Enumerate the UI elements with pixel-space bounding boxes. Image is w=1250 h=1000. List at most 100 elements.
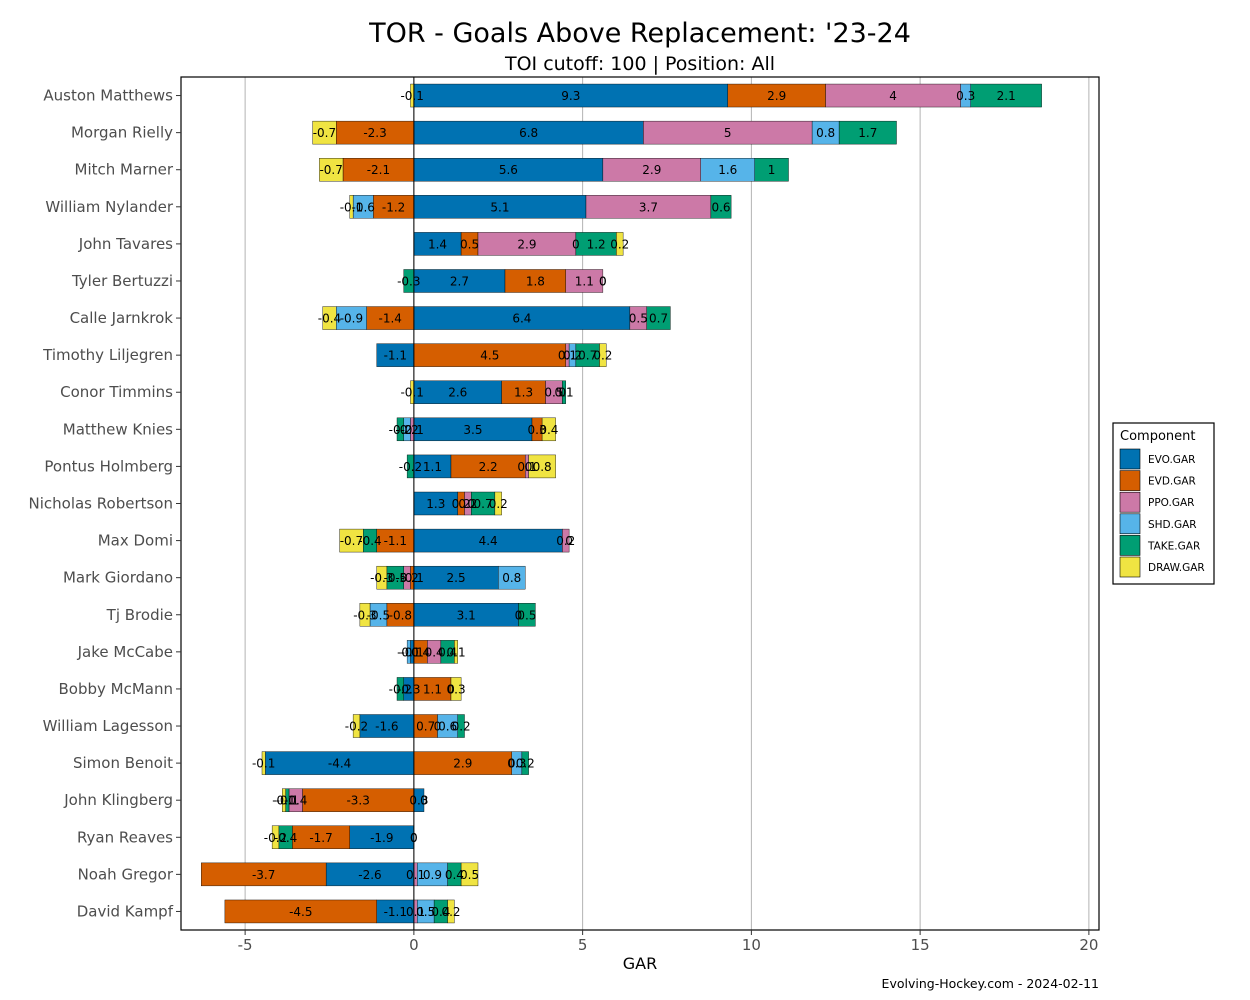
bar-segment xyxy=(352,714,361,738)
y-tick-label: Matthew Knies xyxy=(63,420,173,438)
bar-value-label: 0.1 xyxy=(555,386,574,400)
bar-segment xyxy=(201,862,327,887)
bar-segment xyxy=(457,714,465,738)
bar-value-label: 0 xyxy=(447,682,455,696)
bar-value-label: -0.1 xyxy=(400,423,423,437)
bar-value-label: -0.1 xyxy=(400,645,423,659)
y-tick-label: Conor Timmins xyxy=(60,383,173,401)
bar-segment xyxy=(312,120,337,145)
legend-swatch xyxy=(1119,513,1141,535)
bar-value-label: -0.3 xyxy=(397,274,420,288)
bar-segment xyxy=(518,603,536,627)
bar-value-label: 0 xyxy=(420,794,428,808)
bar-value-label: 0.5 xyxy=(460,237,479,251)
bar-value-label: -0.1 xyxy=(276,794,299,808)
bar-value-label: 1.7 xyxy=(858,126,877,140)
bar-segment xyxy=(454,640,458,664)
bar-value-label: -0.7 xyxy=(340,534,363,548)
bar-segment xyxy=(359,603,371,627)
bar-value-label: 5 xyxy=(724,126,732,140)
bar-value-label: 1 xyxy=(768,163,776,177)
bar-value-label: 5.6 xyxy=(499,163,518,177)
legend-swatch xyxy=(1119,535,1141,556)
bar-value-label: -0.7 xyxy=(319,163,342,177)
y-tick-label: Timothy Liljegren xyxy=(42,346,173,364)
x-axis-label: GAR xyxy=(623,954,657,973)
legend-label: PPO.GAR xyxy=(1148,497,1194,509)
bar-value-label: 0.2 xyxy=(610,237,629,251)
bar-value-label: -0.3 xyxy=(353,608,376,622)
bar-segment xyxy=(528,454,556,479)
x-tick-label: 20 xyxy=(1079,936,1098,954)
y-tick-label: Auston Matthews xyxy=(43,87,173,105)
bar-value-label: 3.7 xyxy=(639,200,658,214)
bar-value-label: 5.1 xyxy=(490,200,509,214)
bar-value-label: 2.9 xyxy=(453,757,472,771)
bar-segment xyxy=(562,380,566,404)
bar-segment xyxy=(494,491,502,516)
bar-value-label: -0.1 xyxy=(400,571,423,585)
bar-value-label: 1.1 xyxy=(575,274,594,288)
bar-segment xyxy=(646,306,671,330)
bar-value-label: 0.2 xyxy=(489,497,508,511)
bar-segment xyxy=(541,417,556,442)
bar-value-label: -1.1 xyxy=(384,534,407,548)
bar-value-label: 0 xyxy=(467,497,475,511)
bar-value-label: 2.9 xyxy=(642,163,661,177)
bar-value-label: 0.2 xyxy=(563,349,582,363)
bar-value-label: -4.5 xyxy=(289,905,312,919)
y-tick-label: Mark Giordano xyxy=(63,569,173,587)
bar-value-label: -0.4 xyxy=(284,794,307,808)
bar-segment xyxy=(970,83,1042,108)
legend-swatch xyxy=(1119,448,1141,470)
bar-value-label: 0.3 xyxy=(507,757,526,771)
bar-value-label: -0.2 xyxy=(399,460,422,474)
bar-segment xyxy=(271,825,280,849)
chart-caption: Evolving-Hockey.com - 2024-02-11 xyxy=(882,976,1099,991)
bar-segment xyxy=(349,195,354,219)
bar-value-label: 4 xyxy=(889,89,897,103)
bars xyxy=(201,83,1042,924)
bar-value-label: 0.1 xyxy=(558,349,577,363)
bar-labels: 9.3 2.9 4 0.3 2.1 -0.1 6.8 -2.3 5 0.8 1.7 -0.7 5.6 -2… xyxy=(252,89,1016,919)
bar-segment xyxy=(447,899,455,924)
bar-value-label: -1.1 xyxy=(384,349,407,363)
legend-label: TAKE.GAR xyxy=(1147,540,1200,552)
chart-title: TOR - Goals Above Replacement: '23-24 xyxy=(368,18,911,49)
bar-value-label: -1.2 xyxy=(382,200,405,214)
bar-value-label: 0.9 xyxy=(423,868,442,882)
bar-value-label: 0 xyxy=(565,534,573,548)
bar-segment xyxy=(376,565,388,590)
x-tick-label: -5 xyxy=(238,936,253,954)
bar-value-label: 6.4 xyxy=(512,312,531,326)
y-tick-label: Jake McCabe xyxy=(77,643,173,661)
bar-value-label: 0.7 xyxy=(649,312,668,326)
bar-segment xyxy=(710,195,732,219)
bar-value-label: 0 xyxy=(572,237,580,251)
y-tick-label: David Kampf xyxy=(77,902,174,920)
bar-value-label: 2.9 xyxy=(517,237,536,251)
bar-segment xyxy=(322,306,337,330)
bar-value-label: -0.3 xyxy=(370,571,393,585)
y-tick-label: Nicholas Robertson xyxy=(29,495,174,513)
bar-value-label: 0.7 xyxy=(416,720,435,734)
bar-value-label: 0 xyxy=(508,757,516,771)
bar-value-label: 2.5 xyxy=(447,571,466,585)
y-tick-label: John Tavares xyxy=(78,235,173,253)
bar-value-label: -3.7 xyxy=(252,868,275,882)
bar-value-label: -0.7 xyxy=(313,126,336,140)
bar-value-label: -0.4 xyxy=(274,831,297,845)
x-axis: -5 0 5 10 15 20 xyxy=(238,930,1098,954)
bar-value-label: 0 xyxy=(559,386,567,400)
bar-value-label: 0.4 xyxy=(425,645,444,659)
bar-value-label: -0.1 xyxy=(400,386,423,400)
bar-value-label: 2.2 xyxy=(479,460,498,474)
bar-segment xyxy=(498,565,526,590)
y-tick-label: John Klingberg xyxy=(63,791,173,809)
bar-value-label: 0.4 xyxy=(411,645,430,659)
legend: Component EVO.GAR EVD.GAR PPO.GAR SHD.GAR TA… xyxy=(1112,422,1215,585)
y-tick-label: Ryan Reaves xyxy=(77,828,173,846)
bar-value-label: 0.5 xyxy=(460,868,479,882)
bar-value-label: 3.1 xyxy=(457,608,476,622)
